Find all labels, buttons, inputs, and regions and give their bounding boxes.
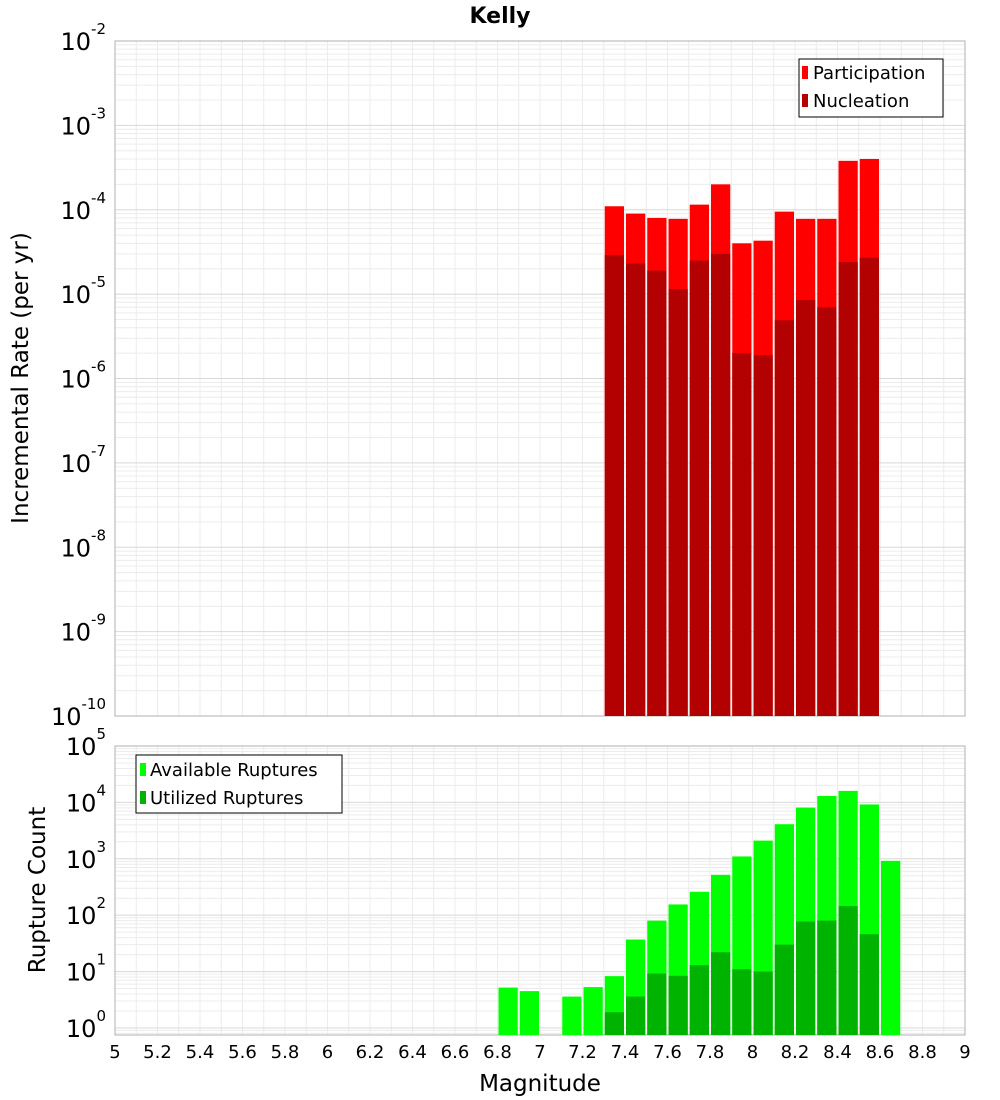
rate-y-tick-label: 10-10 — [51, 695, 106, 731]
x-tick-label: 5.4 — [186, 1042, 215, 1063]
count-bar-available-6.95 — [519, 991, 539, 1035]
x-tick-label: 7.2 — [568, 1042, 597, 1063]
rate-y-tick-label: 10-6 — [60, 358, 106, 394]
count-bar-utilized-7.65 — [668, 975, 688, 1035]
count-y-tick-label: 105 — [66, 725, 106, 761]
count-bar-utilized-7.45 — [626, 996, 646, 1035]
rate-y-tick-label: 10-2 — [60, 20, 106, 56]
rate-bar-nucleation-8.25 — [796, 300, 816, 716]
rate-bar-nucleation-8.35 — [817, 307, 837, 716]
count-bar-available-7.25 — [583, 987, 603, 1035]
x-tick-label: 7.6 — [653, 1042, 682, 1063]
rate-bar-nucleation-7.45 — [626, 263, 646, 716]
count-bar-utilized-8.05 — [753, 971, 773, 1035]
rate-bars — [604, 158, 879, 717]
x-tick-label: 6.8 — [483, 1042, 512, 1063]
x-tick-label: 5.2 — [143, 1042, 172, 1063]
count-bar-utilized-8.55 — [859, 934, 879, 1035]
count-bar-utilized-7.85 — [711, 952, 731, 1035]
x-tick-label: 8.2 — [781, 1042, 810, 1063]
legend-swatch-utilized — [140, 791, 146, 804]
rate-bar-nucleation-8.15 — [774, 320, 794, 716]
rate-bar-nucleation-7.85 — [711, 253, 731, 716]
rate-y-tick-label: 10-3 — [60, 104, 106, 140]
x-tick-label: 8.8 — [908, 1042, 937, 1063]
rate-bar-nucleation-7.75 — [689, 260, 709, 716]
count-bar-utilized-8.25 — [796, 921, 816, 1035]
x-tick-label: 7 — [534, 1042, 545, 1063]
count-legend-box — [135, 754, 343, 814]
x-tick-label: 8.4 — [823, 1042, 852, 1063]
rate-legend: Participation Nucleation — [798, 58, 944, 118]
x-tick-label: 6.2 — [356, 1042, 385, 1063]
count-bar-available-8.65 — [881, 860, 901, 1035]
x-tick-label: 5 — [109, 1042, 120, 1063]
rate-y-axis-label: Incremental Rate (per yr) — [8, 232, 34, 524]
rate-legend-box — [798, 58, 944, 118]
legend-swatch-participation — [802, 66, 808, 79]
magnitude-x-ticks: 5 5.2 5.4 5.6 5.8 6 6.2 6.4 6.6 6.8 7 7.2 7.4 7.6 7.8 8… — [109, 1042, 970, 1063]
x-tick-label: 8.6 — [866, 1042, 895, 1063]
x-axis-label: Magnitude — [479, 1071, 601, 1097]
count-panel: 100 101 102 103 104 105 5 5.2 5.4 5.6 5.8 6 6.2 6.4 6… — [25, 725, 971, 1097]
legend-swatch-nucleation — [802, 94, 808, 107]
rate-y-tick-label: 10-7 — [60, 442, 106, 478]
legend-label-nucleation: Nucleation — [813, 91, 909, 112]
x-tick-label: 6.4 — [398, 1042, 427, 1063]
count-y-tick-label: 100 — [66, 1007, 106, 1043]
count-bar-available-6.85 — [498, 987, 518, 1035]
rate-y-tick-label: 10-5 — [60, 273, 106, 309]
count-plot-frame — [114, 745, 966, 1036]
count-y-tick-label: 103 — [66, 838, 106, 874]
count-y-tick-label: 104 — [66, 781, 106, 817]
x-tick-label: 5.8 — [271, 1042, 300, 1063]
x-tick-label: 9 — [959, 1042, 970, 1063]
x-tick-label: 7.8 — [696, 1042, 725, 1063]
count-bar-utilized-7.55 — [647, 973, 667, 1035]
rate-gridlines — [115, 41, 965, 717]
count-legend: Available Ruptures Utilized Ruptures — [135, 754, 343, 814]
x-tick-label: 5.6 — [228, 1042, 257, 1063]
count-bars — [498, 790, 901, 1035]
count-bar-utilized-7.95 — [732, 969, 752, 1035]
chart-title: Kelly — [469, 4, 530, 29]
count-bar-utilized-8.15 — [774, 944, 794, 1035]
rate-y-tick-label: 10-9 — [60, 611, 106, 647]
rate-bar-nucleation-7.95 — [732, 353, 752, 716]
x-tick-label: 6.6 — [441, 1042, 470, 1063]
rate-bar-nucleation-8.05 — [753, 354, 773, 716]
legend-swatch-available — [140, 763, 146, 776]
count-y-tick-label: 102 — [66, 894, 106, 930]
rate-panel: 10-10 10-9 10-8 10-7 10-6 10-5 10-4 10-3 10-2 In… — [8, 20, 966, 731]
count-y-axis-label: Rupture Count — [25, 807, 51, 973]
count-bar-utilized-7.75 — [689, 965, 709, 1035]
rate-bar-nucleation-8.45 — [838, 262, 858, 716]
count-bar-utilized-8.35 — [817, 920, 837, 1035]
count-y-tick-label: 101 — [66, 951, 106, 987]
x-tick-label: 8 — [747, 1042, 758, 1063]
rate-bar-nucleation-7.65 — [668, 289, 688, 716]
count-y-ticks: 100 101 102 103 104 105 — [66, 725, 106, 1043]
legend-label-participation: Participation — [813, 63, 925, 84]
legend-label-available: Available Ruptures — [150, 760, 318, 781]
x-tick-label: 6 — [322, 1042, 333, 1063]
count-bar-utilized-8.45 — [838, 906, 858, 1035]
count-bar-utilized-7.35 — [604, 1012, 624, 1035]
rate-y-tick-label: 10-8 — [60, 526, 106, 562]
rate-bar-nucleation-7.35 — [604, 255, 624, 716]
x-tick-label: 7.4 — [611, 1042, 640, 1063]
legend-label-utilized: Utilized Ruptures — [150, 788, 303, 809]
rate-y-tick-label: 10-4 — [60, 189, 106, 225]
rate-bar-nucleation-7.55 — [647, 270, 667, 716]
rate-plot-frame — [114, 40, 966, 717]
rate-y-ticks: 10-10 10-9 10-8 10-7 10-6 10-5 10-4 10-3 10-2 — [51, 20, 106, 731]
count-bar-available-7.15 — [562, 996, 582, 1035]
rate-bar-nucleation-8.55 — [859, 257, 879, 716]
